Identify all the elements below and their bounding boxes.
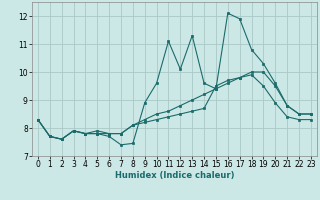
- X-axis label: Humidex (Indice chaleur): Humidex (Indice chaleur): [115, 171, 234, 180]
